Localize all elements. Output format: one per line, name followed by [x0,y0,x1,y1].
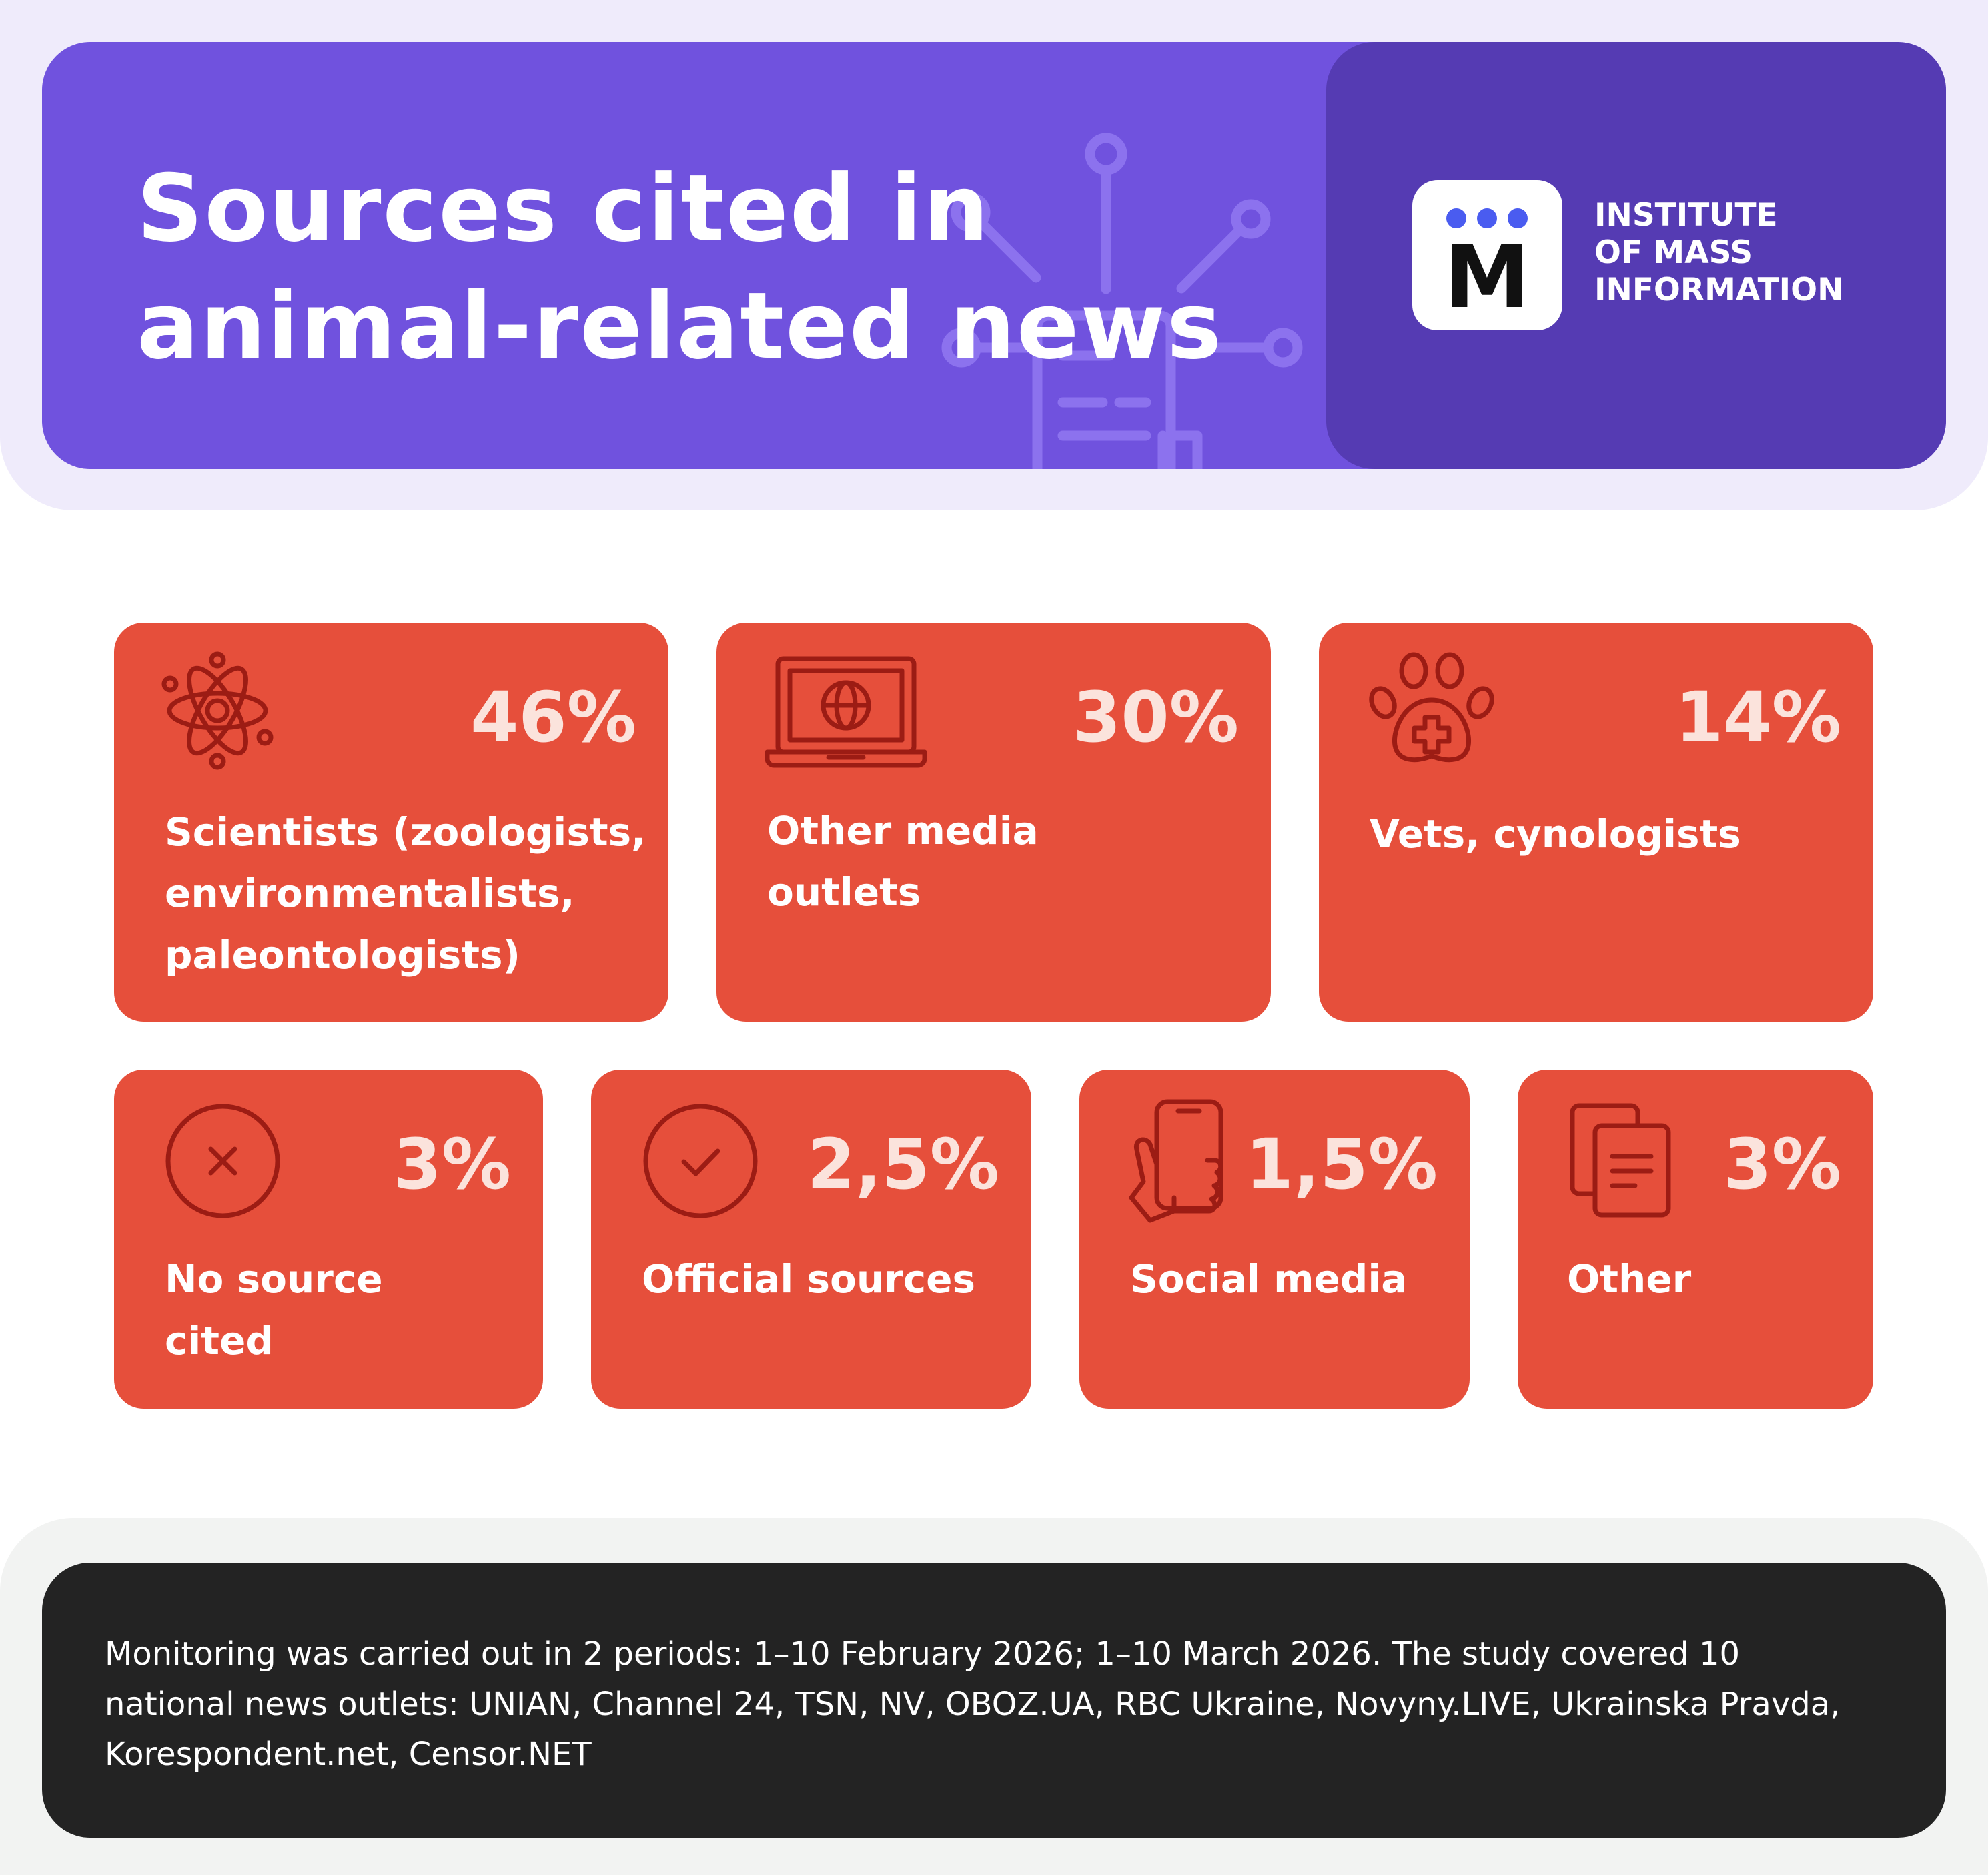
card-percent: 14% [1675,677,1841,758]
methodology-note: Monitoring was carried out in 2 periods:… [42,1563,1946,1838]
page-title: Sources cited in animal-related news [137,150,1271,385]
card-label: Other media outlets [767,800,1039,923]
card-label-line: Other [1567,1256,1692,1302]
laptop-globe-icon [765,656,927,768]
check-circle-icon [643,1104,758,1218]
logo-letter: M [1444,226,1530,328]
title-line-2: animal-related news [137,272,1223,380]
header-banner: Sources cited in animal-related news [42,42,1946,469]
card-percent: 3% [393,1124,511,1205]
card-label: Other [1567,1248,1691,1310]
card-official-sources: 2,5% Official sources [591,1070,1031,1409]
card-label-line: Social media [1130,1256,1408,1302]
card-label-line: cited [165,1318,274,1363]
card-label: Social media [1130,1248,1407,1310]
methodology-text: Monitoring was carried out in 2 periods:… [105,1629,1906,1780]
card-label-line: Other media [767,808,1039,853]
card-social-media: 1,5% Social media [1079,1070,1470,1409]
card-label-line: outlets [767,869,921,915]
logo-line-1: INSTITUTE [1594,197,1778,234]
card-label-line: Scientists (zoologists, [165,809,646,855]
hand-phone-icon [1129,1099,1223,1223]
card-percent: 30% [1073,677,1239,758]
footer-line-2: national news outlets: UNIAN, Channel 24… [105,1685,1841,1723]
card-label: No source cited [165,1248,383,1371]
card-label-line: paleontologists) [165,932,520,978]
card-no-source: 3% No source cited [114,1070,543,1409]
footer-line-3: Korespondent.net, Censor.NET [105,1736,592,1773]
card-label-line: Vets, cynologists [1370,811,1741,857]
card-other: 3% Other [1518,1070,1873,1409]
x-circle-icon [165,1104,280,1218]
documents-icon [1570,1103,1671,1218]
logo-line-2: OF MASS [1594,234,1753,271]
news-network-icon [941,133,1303,469]
card-percent: 2,5% [807,1124,999,1205]
card-vets: 14% Vets, cynologists [1319,623,1873,1022]
card-label: Scientists (zoologists, environmentalist… [165,801,646,986]
card-percent: 46% [470,677,636,758]
logo-text: INSTITUTE OF MASS INFORMATION [1594,197,1915,309]
card-percent: 1,5% [1245,1124,1438,1205]
title-line-1: Sources cited in [137,155,991,262]
card-label-line: Official sources [642,1256,975,1302]
card-label: Vets, cynologists [1370,803,1741,865]
card-percent: 3% [1723,1124,1841,1205]
card-other-media: 30% Other media outlets [716,623,1271,1022]
card-label: Official sources [642,1248,975,1310]
logo-line-3: INFORMATION [1594,272,1844,308]
paw-cross-icon [1369,652,1494,763]
institute-logo: M [1412,180,1562,330]
card-label-line: No source [165,1256,383,1302]
card-scientists: 46% Scientists (zoologists, environmenta… [114,623,668,1022]
logo-mark-icon: M [1444,208,1530,328]
footer-line-1: Monitoring was carried out in 2 periods:… [105,1635,1741,1673]
atom-icon [161,651,274,770]
card-label-line: environmentalists, [165,871,575,916]
